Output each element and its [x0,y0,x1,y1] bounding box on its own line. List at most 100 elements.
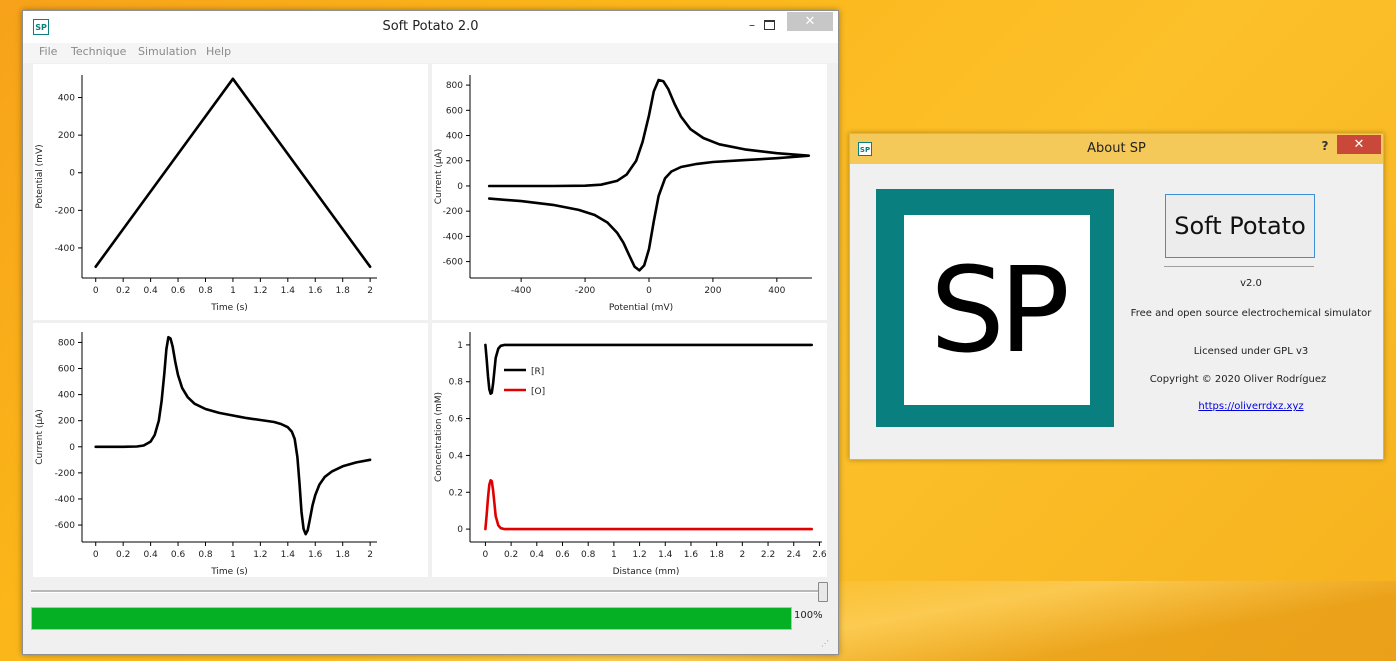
x-tick-label: -200 [575,286,596,296]
time-slider[interactable] [31,580,831,602]
y-tick-label: -600 [55,521,76,531]
x-tick-label: 1.4 [281,286,296,296]
x-tick-label: 200 [704,286,721,296]
x-tick-label: 0.4 [143,550,158,560]
x-tick-label: 1 [611,550,617,560]
x-tick-label: 0 [93,550,99,560]
y-tick-label: 400 [58,94,75,104]
slider-handle[interactable] [818,582,828,602]
menu-technique[interactable]: Technique [71,45,127,58]
y-tick-label: 200 [446,157,463,167]
sp-logo: SP [876,189,1114,427]
y-tick-label: 600 [446,106,463,116]
y-tick-label: 0 [69,169,75,179]
y-tick-label: -200 [55,469,76,479]
x-tick-label: 0.2 [116,286,130,296]
x-axis-label: Time (s) [210,303,248,313]
series-line-i [94,335,372,536]
series-line-i [487,78,811,272]
window-title: Soft Potato 2.0 [382,19,479,34]
y-tick-label: -200 [443,207,464,217]
x-axis-label: Potential (mV) [609,303,673,313]
app-icon: SP [33,19,49,35]
x-axis-label: Time (s) [210,567,248,577]
x-tick-label: 1 [230,550,236,560]
y-axis-label: Current (µA) [35,409,45,465]
y-axis-label: Potential (mV) [35,144,45,208]
y-tick-label: 0.2 [449,488,463,498]
website-link-row: https://oliverrdxz.xyz [1120,401,1382,412]
x-tick-label: 400 [768,286,785,296]
y-tick-label: 0 [69,443,75,453]
x-tick-label: 1.2 [253,550,267,560]
plot-potential-time[interactable]: 0 0.2 0.4 0.6 0.8 1 1.2 1.4 1.6 1.8 2 -400 -200 0 200 4… [33,64,428,320]
plot-concentration-profile[interactable]: 0 0.2 0.4 0.6 0.8 1 1.2 1.4 1.6 1.8 2 2.2 2.4 2.6 0 0.2… [432,323,827,577]
x-tick-label: 0 [646,286,652,296]
y-tick-label: 0.8 [449,378,464,388]
close-button[interactable]: ✕ [787,12,833,31]
maximize-button[interactable] [764,20,775,30]
menu-file[interactable]: File [39,45,58,58]
x-tick-label: 1.6 [308,286,323,296]
y-tick-label: 400 [58,391,75,401]
description-text: Free and open source electrochemical sim… [1130,308,1372,319]
x-tick-label: 2 [367,550,373,560]
x-tick-label: 2.6 [812,550,827,560]
y-tick-label: 200 [58,417,75,427]
series-line-r [484,343,814,395]
progress-fill [32,608,791,629]
soft-potato-button[interactable]: Soft Potato [1165,194,1315,258]
y-tick-label: -400 [55,244,76,254]
y-tick-label: 0 [457,525,463,535]
about-body: SP Soft Potato v2.0 Free and open source… [851,164,1382,454]
legend-label: [R] [531,367,544,377]
x-tick-label: 0 [483,550,489,560]
y-tick-label: 800 [58,338,75,348]
menu-simulation[interactable]: Simulation [138,45,197,58]
series-line-e [94,77,372,268]
help-button[interactable]: ? [1321,139,1329,153]
y-tick-label: -600 [443,258,464,268]
y-tick-label: 1 [457,341,463,351]
progress-bar [31,607,792,630]
y-tick-label: 800 [446,81,463,91]
x-tick-label: 2 [367,286,373,296]
y-axis-label: Current (µA) [434,149,444,205]
about-close-button[interactable]: ✕ [1337,135,1381,154]
about-dialog: SP About SP ? ✕ SP Soft Potato v2.0 Free… [849,133,1384,460]
x-tick-label: 1 [230,286,236,296]
progress-label: 100% [794,610,823,621]
y-tick-label: 0 [457,182,463,192]
x-tick-label: 0.8 [581,550,596,560]
x-tick-label: 1.4 [281,550,296,560]
copyright-text: Copyright © 2020 Oliver Rodríguez [1149,374,1327,385]
version-text: v2.0 [1240,278,1262,289]
x-tick-label: 1.8 [336,286,351,296]
y-axis-label: Concentration (mM) [434,392,444,482]
y-tick-label: 0.4 [449,451,464,461]
x-axis-label: Distance (mm) [613,567,680,577]
x-tick-label: 0.2 [116,550,130,560]
about-titlebar[interactable]: SP About SP ? ✕ [850,134,1383,164]
y-tick-label: 400 [446,132,463,142]
x-tick-label: 1.2 [632,550,646,560]
x-tick-label: 0.6 [171,550,186,560]
x-tick-label: 1.8 [336,550,351,560]
plot-cyclic-voltammogram[interactable]: -400 -200 0 200 400 -600 -400 -200 0 200 400 600 800… [432,64,827,320]
x-tick-label: 0.6 [555,550,570,560]
x-tick-label: 0 [93,286,99,296]
menu-help[interactable]: Help [206,45,232,58]
y-tick-label: -400 [443,232,464,242]
resize-grip[interactable]: ⋰ [821,639,829,648]
sp-logo-text: SP [929,241,1070,379]
website-link[interactable]: https://oliverrdxz.xyz [1198,401,1304,412]
main-titlebar[interactable]: SP Soft Potato 2.0 – ✕ [23,11,838,43]
plot-current-time[interactable]: 0 0.2 0.4 0.6 0.8 1 1.2 1.4 1.6 1.8 2 -600 -400 -200 0… [33,323,428,577]
about-title: About SP [1087,141,1146,156]
minimize-button[interactable]: – [749,18,755,32]
menubar: File Technique Simulation Help [23,43,838,63]
main-window: SP Soft Potato 2.0 – ✕ File Technique Si… [22,10,839,655]
x-tick-label: 2 [739,550,745,560]
x-tick-label: 0.4 [143,286,158,296]
series-line-o [484,479,814,531]
